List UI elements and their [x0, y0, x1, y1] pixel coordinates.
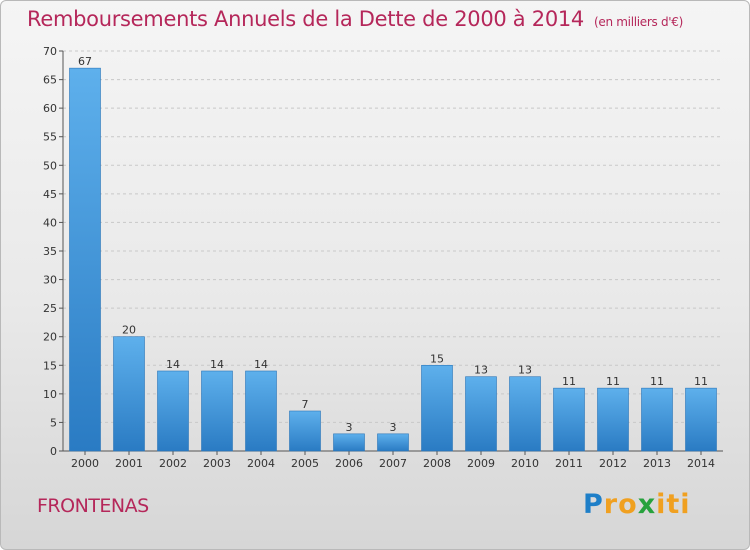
x-tick-labels: 2000 2001 2002 2003 2004 2005 2006 2007 2008 2009…: [71, 457, 715, 470]
y-tick-label: 70: [43, 45, 57, 58]
bar-value-label: 20: [122, 324, 136, 337]
y-tick-label: 30: [43, 274, 57, 287]
bar-value-label: 67: [78, 55, 92, 68]
y-tick-labels: 0 5 10 15 20 25 30 35 40 45 50 55 60 65 70: [43, 45, 57, 458]
bar: [421, 364, 453, 452]
bar: [597, 387, 629, 452]
y-tick-label: 25: [43, 302, 57, 315]
x-tick-label: 2013: [643, 457, 671, 470]
bar-value-labels: 67 20 14 14 14 7 3 3 15 13 13 11 11 11 11: [78, 55, 708, 434]
bar-value-label: 15: [430, 352, 444, 365]
x-tick-label: 2002: [159, 457, 187, 470]
y-tick-label: 45: [43, 188, 57, 201]
bar: [377, 433, 409, 452]
x-tick-label: 2007: [379, 457, 407, 470]
x-tick-label: 2004: [247, 457, 275, 470]
x-tick-label: 2014: [687, 457, 715, 470]
y-tick-label: 65: [43, 74, 57, 87]
bar-value-label: 14: [166, 358, 180, 371]
bar-value-label: 3: [346, 421, 353, 434]
bar-value-label: 3: [390, 421, 397, 434]
bar-value-label: 11: [694, 375, 708, 388]
x-tick-label: 2005: [291, 457, 319, 470]
bar: [289, 410, 321, 452]
proxiti-logo: Proxiti: [583, 489, 691, 520]
y-tick-label: 40: [43, 216, 57, 229]
chart-title: Remboursements Annuels de la Dette de 20…: [27, 7, 683, 31]
y-tick-label: 20: [43, 331, 57, 344]
bar: [509, 376, 541, 452]
y-tick-label: 35: [43, 245, 57, 258]
bar-value-label: 14: [210, 358, 224, 371]
bar-value-label: 11: [650, 375, 664, 388]
bar: [201, 370, 233, 452]
chart-subtitle: (en milliers d'€): [594, 15, 684, 29]
y-tick-label: 60: [43, 102, 57, 115]
bar-value-label: 7: [302, 398, 309, 411]
x-tick-label: 2009: [467, 457, 495, 470]
bar: [641, 387, 673, 452]
bar: [553, 387, 585, 452]
y-tick-label: 50: [43, 159, 57, 172]
x-tick-label: 2003: [203, 457, 231, 470]
bar-value-label: 11: [562, 375, 576, 388]
grid-lines: [63, 50, 723, 423]
bar-value-label: 13: [474, 364, 488, 377]
bar: [157, 370, 189, 452]
bar: [69, 67, 101, 452]
chart-title-text: Remboursements Annuels de la Dette de 20…: [27, 7, 584, 31]
x-tick-label: 2012: [599, 457, 627, 470]
bar-value-label: 14: [254, 358, 268, 371]
x-tick-label: 2010: [511, 457, 539, 470]
x-tick-label: 2000: [71, 457, 99, 470]
x-tick-label: 2008: [423, 457, 451, 470]
x-tick-label: 2006: [335, 457, 363, 470]
bar: [685, 387, 717, 452]
x-tick-label: 2001: [115, 457, 143, 470]
bar: [465, 376, 497, 452]
x-tick-label: 2011: [555, 457, 583, 470]
y-tick-label: 55: [43, 131, 57, 144]
y-tick-label: 0: [50, 445, 57, 458]
commune-name: FRONTENAS: [37, 495, 149, 517]
bars: [69, 67, 717, 452]
y-tick-label: 10: [43, 388, 57, 401]
bar: [113, 336, 145, 452]
y-tick-label: 5: [50, 416, 57, 429]
bar-value-label: 13: [518, 364, 532, 377]
bar: [245, 370, 277, 452]
y-tick-label: 15: [43, 359, 57, 372]
bar-value-label: 11: [606, 375, 620, 388]
bar: [333, 433, 365, 452]
